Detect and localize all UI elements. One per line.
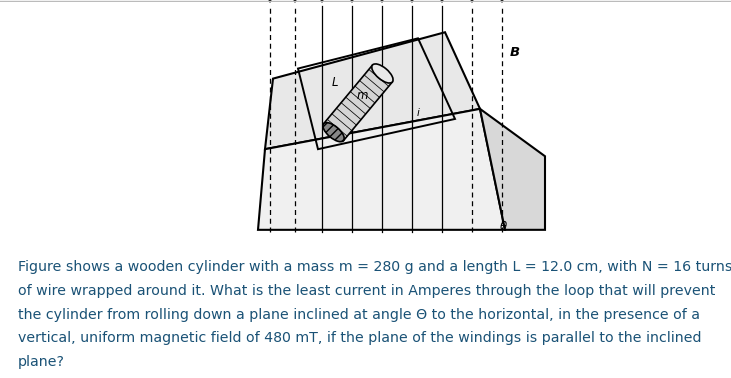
Text: the cylinder from rolling down a plane inclined at angle Θ to the horizontal, in: the cylinder from rolling down a plane i…: [18, 308, 700, 322]
Text: m: m: [356, 89, 368, 102]
Text: θ: θ: [499, 220, 507, 233]
Text: of wire wrapped around it. What is the least current in Amperes through the loop: of wire wrapped around it. What is the l…: [18, 284, 716, 298]
Text: i: i: [417, 108, 420, 118]
Polygon shape: [265, 32, 480, 149]
Text: B: B: [510, 46, 520, 59]
Text: plane?: plane?: [18, 355, 65, 369]
Ellipse shape: [372, 64, 393, 83]
Text: Figure shows a wooden cylinder with a mass m = 280 g and a length L = 12.0 cm, w: Figure shows a wooden cylinder with a ma…: [18, 260, 731, 274]
Ellipse shape: [323, 122, 344, 142]
Text: L: L: [332, 76, 338, 89]
Polygon shape: [324, 65, 393, 141]
Polygon shape: [480, 109, 545, 230]
Polygon shape: [258, 109, 505, 230]
Text: vertical, uniform magnetic field of 480 mT, if the plane of the windings is para: vertical, uniform magnetic field of 480 …: [18, 332, 702, 345]
